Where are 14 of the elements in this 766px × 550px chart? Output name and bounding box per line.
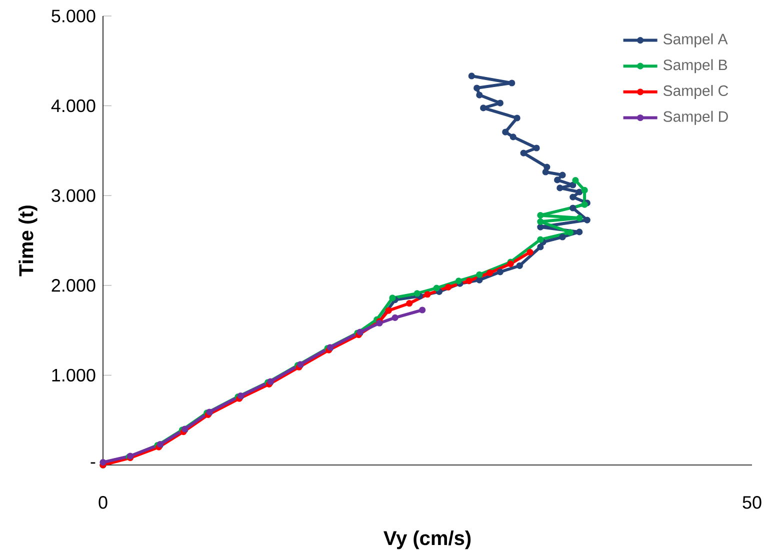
x-tick-label: 50	[742, 496, 762, 509]
y-tick-label: -	[90, 462, 96, 464]
y-tick-label: 1.000	[52, 368, 96, 382]
legend-label: Sampel C	[663, 84, 728, 99]
legend-label: Sampel B	[663, 59, 728, 74]
y-tick-label: 4.000	[51, 99, 96, 112]
y-tick-label: 3.000	[52, 189, 96, 202]
y-tick-label: 5.000	[52, 10, 96, 22]
legend-label: Sampel D	[663, 110, 728, 125]
legend-label: Sampel A	[663, 33, 728, 48]
y-axis-title: Time (t)	[18, 206, 38, 276]
x-axis-title: Vy (cm/s)	[384, 530, 471, 550]
y-tick-label: 2.000	[52, 279, 96, 292]
x-tick-label: 0	[98, 496, 108, 509]
